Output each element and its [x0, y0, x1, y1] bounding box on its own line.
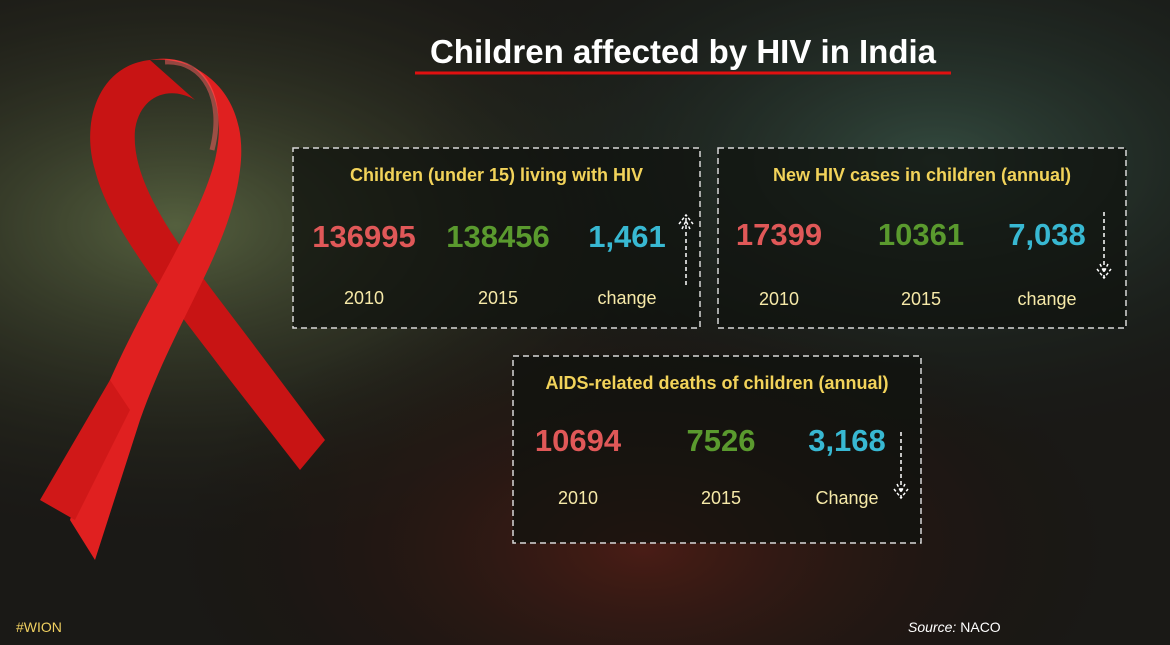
stat-label: 2010: [759, 289, 799, 309]
panel-heading: Children (under 15) living with HIV: [350, 165, 643, 185]
panel-heading: New HIV cases in children (annual): [773, 165, 1071, 185]
trend-arrow-head: [678, 213, 694, 230]
stat-value: 138456: [446, 219, 549, 254]
trend-arrow-head: [1096, 263, 1112, 280]
stat-label: 2015: [701, 488, 741, 508]
stat-value: 10361: [878, 217, 964, 252]
panels: Children (under 15) living with HIV 13699…: [292, 147, 1127, 544]
hashtag: #WION: [16, 619, 62, 635]
stat-label: 2015: [901, 289, 941, 309]
trend-arrow-head: [893, 483, 909, 500]
stat-value: 3,168: [808, 423, 886, 458]
panel-box: [292, 147, 701, 329]
stat-label: change: [1017, 289, 1076, 309]
stat-label: 2010: [558, 488, 598, 508]
stat-value: 7526: [687, 423, 756, 458]
stat-value: 7,038: [1008, 217, 1086, 252]
panel-heading: AIDS-related deaths of children (annual): [545, 373, 888, 393]
stat-label: 2010: [344, 288, 384, 308]
title: Children affected by HIV in India: [430, 33, 937, 70]
source-label: Source:: [908, 619, 956, 635]
stat-label: Change: [815, 488, 878, 508]
panel-box: [512, 355, 922, 544]
stat-value: 136995: [312, 219, 415, 254]
ribbon: [40, 58, 326, 560]
panel-box: [717, 147, 1127, 329]
stat-value: 10694: [535, 423, 622, 458]
stat-value: 1,461: [588, 219, 666, 254]
stat-label: 2015: [478, 288, 518, 308]
stat-value: 17399: [736, 217, 822, 252]
stat-label: change: [597, 288, 656, 308]
source-name: NACO: [960, 619, 1001, 635]
source: Source: NACO: [908, 619, 1001, 635]
